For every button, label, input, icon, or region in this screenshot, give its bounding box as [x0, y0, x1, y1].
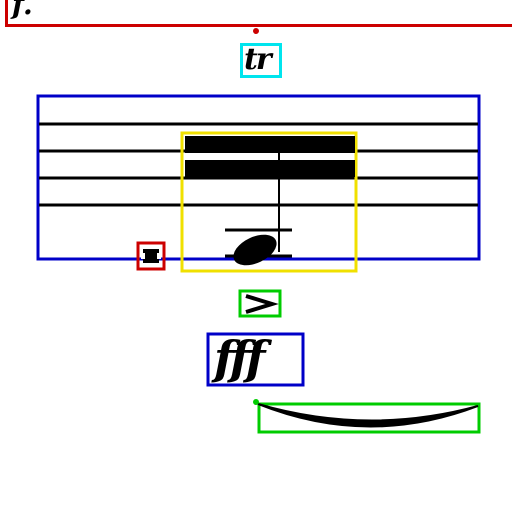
dynamic-text: fff — [214, 331, 265, 385]
slur-box — [257, 402, 481, 434]
top-anchor-marker — [253, 28, 259, 34]
rest-box — [136, 241, 166, 271]
top-symbol-box — [5, 0, 512, 27]
accent-box — [238, 289, 282, 318]
note-box — [180, 131, 358, 273]
beam — [185, 160, 355, 177]
beam — [185, 136, 355, 153]
top-symbol-text: f. — [12, 0, 33, 21]
dynamic-box — [206, 332, 305, 387]
notehead — [233, 234, 277, 266]
slur-icon — [257, 403, 479, 428]
trill-box — [240, 43, 282, 78]
slur-anchor-marker — [253, 399, 259, 405]
trill-text: tr — [244, 42, 272, 77]
accent-icon — [245, 294, 279, 314]
